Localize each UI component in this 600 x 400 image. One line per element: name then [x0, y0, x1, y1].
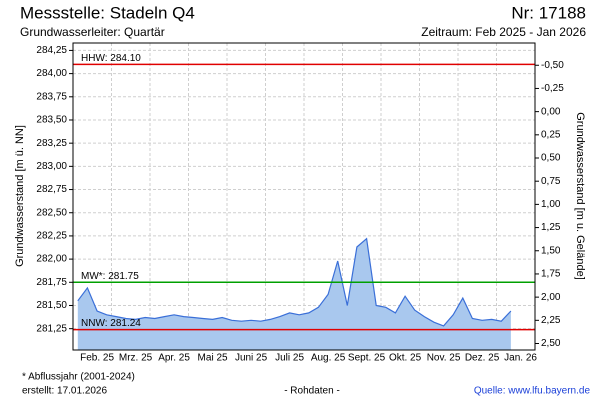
y-tick-label: 283,00: [36, 161, 67, 172]
x-tick-label: Sept. 25: [348, 353, 386, 364]
x-tick-label: Mrz. 25: [119, 353, 153, 364]
y-tick-label: 282,75: [36, 184, 67, 195]
y2-axis-label: Grundwasserstand [m u. Gelände]: [574, 112, 586, 280]
reference-label: NNW: 281.24: [81, 318, 141, 329]
created: erstellt: 17.01.2026: [22, 386, 107, 397]
y2-tick-label: 2,00: [541, 292, 561, 303]
station-number: Nr: 17188: [511, 3, 586, 22]
y-tick-label: 283,75: [36, 91, 67, 102]
y2-tick-label: 1,00: [541, 199, 561, 210]
x-tick-label: Aug. 25: [311, 353, 346, 364]
x-tick-label: Juni 25: [235, 353, 268, 364]
y-tick-label: 281,25: [36, 323, 67, 334]
source: Quelle: www.lfu.bayern.de: [474, 386, 591, 397]
y2-tick-label: 1,50: [541, 245, 561, 256]
y-axis-label: Grundwasserstand [m ü. NN]: [14, 125, 26, 267]
y-tick-label: 282,50: [36, 207, 67, 218]
x-tick-label: Feb. 25: [80, 353, 114, 364]
subtitle: Grundwasserleiter: Quartär: [20, 25, 165, 39]
y2-tick-label: 0,00: [541, 106, 561, 117]
y-tick-label: 281,50: [36, 300, 67, 311]
y2-tick-label: 0,75: [541, 176, 561, 187]
line: [77, 237, 512, 327]
x-tick-label: Dez. 25: [465, 353, 500, 364]
y2-tick-label: -0,25: [541, 83, 564, 94]
plot-frame: [72, 42, 536, 351]
period: Zeitraum: Feb 2025 - Jan 2026: [421, 25, 586, 39]
y2-tick-label: 2,25: [541, 315, 561, 326]
x-tick-label: Jan. 26: [504, 353, 537, 364]
x-tick-label: Mai 25: [198, 353, 228, 364]
x-tick-label: Okt. 25: [389, 353, 422, 364]
y-tick-label: 283,25: [36, 138, 67, 149]
y2-tick-label: 0,50: [541, 153, 561, 164]
footnote: * Abflussjahr (2001-2024): [22, 372, 135, 383]
x-tick-label: Apr. 25: [158, 353, 190, 364]
x-tick-label: Nov. 25: [427, 353, 461, 364]
status: - Rohdaten -: [284, 386, 340, 397]
y2-tick-label: -0,50: [541, 60, 564, 71]
x-tick-label: Juli 25: [275, 353, 304, 364]
area: [77, 238, 511, 350]
reference-label: HHW: 284.10: [81, 53, 141, 64]
y-tick-label: 282,00: [36, 254, 67, 265]
y2-tick-label: 2,50: [541, 338, 561, 349]
y-tick-label: 281,75: [36, 277, 67, 288]
y-tick-label: 284,25: [36, 45, 67, 56]
y-tick-label: 284,00: [36, 68, 67, 79]
y2-tick-label: 1,25: [541, 222, 561, 233]
y-tick-label: 282,25: [36, 231, 67, 242]
y2-tick-label: 0,25: [541, 129, 561, 140]
y2-tick-label: 1,75: [541, 269, 561, 280]
reference-label: MW*: 281.75: [81, 271, 139, 282]
y-tick-label: 283,50: [36, 115, 67, 126]
chart-title: Messstelle: Stadeln Q4: [20, 3, 195, 22]
